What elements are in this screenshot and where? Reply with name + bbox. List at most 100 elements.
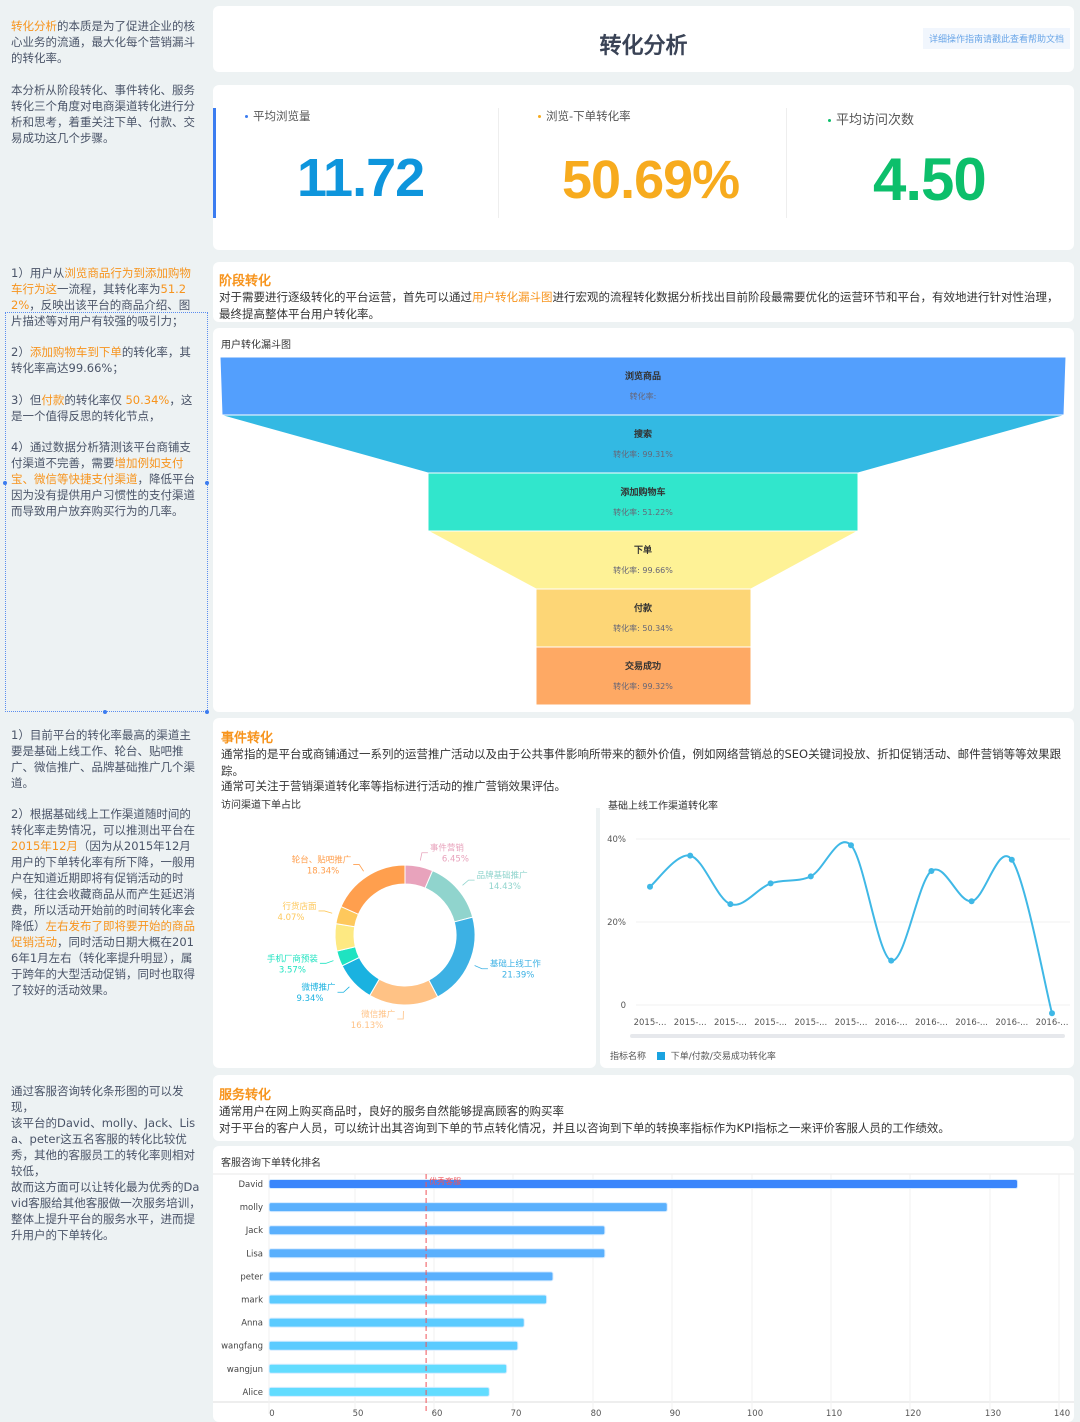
funnel-rate-label: 转化率: 50.34% bbox=[613, 623, 673, 633]
resize-handle[interactable] bbox=[205, 481, 209, 485]
resize-handle[interactable] bbox=[103, 710, 107, 714]
x-tick-label: 2015-... bbox=[714, 1018, 747, 1028]
section-text: 对于需要进行逐级转化的平台运营，首先可以通过用户转化漏斗图进行宏观的流程转化数据… bbox=[219, 289, 1068, 322]
pie-slice bbox=[424, 870, 474, 923]
bar bbox=[268, 1363, 508, 1374]
bullet-icon bbox=[828, 119, 831, 122]
funnel-rate-label: 转化率: 99.66% bbox=[613, 565, 673, 575]
slice-name-label: 微博推广 bbox=[301, 982, 335, 993]
highlight-text: 付款 bbox=[41, 393, 65, 407]
funnel-stage-label: 添加购物车 bbox=[620, 486, 665, 498]
slice-percent-label: 4.07% bbox=[278, 913, 305, 923]
category-label: peter bbox=[240, 1272, 263, 1282]
page-title: 转化分析 bbox=[599, 34, 688, 59]
text-segment: ，这是一个值得反思的转化节点， bbox=[11, 393, 193, 423]
kpi-value-visits: 4.50 bbox=[873, 146, 987, 213]
accent-bar bbox=[213, 108, 216, 218]
note-stage-1: 1）用户从浏览商品行为到添加购物车行为这一流程，其转化率为51.22%，反映出该… bbox=[11, 265, 201, 329]
funnel-stage-label: 搜索 bbox=[634, 428, 652, 440]
category-label: David bbox=[238, 1180, 263, 1190]
pie-slice bbox=[428, 916, 476, 998]
highlight-text: 添加购物车到下单 bbox=[29, 345, 122, 359]
label-leader-line bbox=[337, 986, 350, 993]
x-tick-label: 2015-... bbox=[835, 1018, 868, 1028]
y-tick-label: 0 bbox=[621, 1001, 626, 1011]
header: 转化分析 详细操作指南请戳此查看帮助文档 bbox=[213, 6, 1074, 72]
section-text: 通常可关注于营销渠道转化率等指标进行活动的推广营销效果评估。 bbox=[221, 779, 566, 793]
horizontal-scrollbar[interactable] bbox=[630, 1034, 1065, 1038]
x-tick-label: 2016-... bbox=[1036, 1018, 1069, 1028]
highlight-text: 增加例如支付宝、微信等快捷支付渠道 bbox=[11, 456, 184, 486]
chart-title: 用户转化漏斗图 bbox=[221, 340, 291, 351]
note-stage-4: 4）通过数据分析猜测该平台商铺支付渠道不完善，需要增加例如支付宝、微信等快捷支付… bbox=[11, 439, 201, 519]
x-tick-label: 0 bbox=[269, 1409, 274, 1419]
slice-percent-label: 3.57% bbox=[279, 965, 306, 975]
highlight-text: 转化分析 bbox=[11, 19, 57, 33]
x-tick-label: 60 bbox=[432, 1409, 443, 1419]
funnel-stage-label: 付款 bbox=[634, 602, 653, 614]
slice-name-label: 基础上线工作 bbox=[490, 959, 542, 970]
label-leader-line bbox=[397, 1010, 404, 1020]
pie-slice bbox=[369, 978, 439, 1006]
funnel-segment bbox=[535, 588, 752, 648]
divider bbox=[498, 108, 499, 218]
bar bbox=[268, 1271, 554, 1282]
x-tick-label: 50 bbox=[353, 1409, 364, 1419]
section-text: 通常用户在网上购买商品时，良好的服务自然能够提高顾客的购买率 bbox=[219, 1104, 564, 1118]
data-point bbox=[848, 842, 854, 849]
kpi-value-conversion: 50.69% bbox=[562, 150, 740, 210]
legend-swatch-icon[interactable] bbox=[656, 1052, 665, 1060]
note-stage-3: 3）但付款的转化率仅 50.34%，这是一个值得反思的转化节点， bbox=[11, 392, 201, 424]
x-tick-label: 110 bbox=[826, 1409, 842, 1419]
note-event-2: 2）根据基础线上工作渠道随时间的转化率走势情况，可以推测出平台在 2015年12月… bbox=[11, 806, 201, 998]
section-title: 服务转化 bbox=[219, 1088, 272, 1103]
data-point bbox=[647, 883, 653, 890]
x-tick-label: 2016-... bbox=[995, 1018, 1028, 1028]
highlight-text: 51.22% bbox=[11, 282, 187, 312]
funnel-stage-label: 下单 bbox=[634, 544, 652, 556]
label-leader-line bbox=[353, 864, 364, 872]
x-tick-label: 80 bbox=[591, 1409, 602, 1419]
x-tick-label: 2016-... bbox=[955, 1018, 988, 1028]
data-point bbox=[888, 957, 895, 964]
text-segment: 2） bbox=[11, 345, 30, 359]
pie-slice bbox=[340, 864, 406, 915]
x-tick-label: 2016-... bbox=[915, 1018, 948, 1028]
funnel-rate-label: 转化率: 99.31% bbox=[613, 449, 673, 459]
funnel-segment bbox=[219, 356, 1067, 416]
funnel-card: 用户转化漏斗图 浏览商品 转化率: 搜索 转化率: 99.31% 添加购物车 转化率: 5… bbox=[213, 328, 1074, 712]
category-label: molly bbox=[240, 1203, 263, 1213]
label-leader-line bbox=[419, 852, 428, 861]
slice-name-label: 品牌基础推广 bbox=[477, 870, 528, 881]
note-event-1: 1）目前平台的转化率最高的渠道主要是基础上线工作、轮台、贴吧推广、微信推广、品牌… bbox=[11, 727, 201, 791]
x-tick-label: 90 bbox=[670, 1409, 681, 1419]
slice-name-label: 行货店面 bbox=[283, 901, 318, 912]
legend-title: 指标名称 bbox=[610, 1052, 647, 1062]
text-segment: 的转化率仅 bbox=[64, 393, 126, 407]
x-tick-label: 2015-... bbox=[634, 1018, 667, 1028]
data-point bbox=[767, 880, 774, 887]
highlight-text: 用户转化漏斗图 bbox=[472, 290, 553, 304]
bar bbox=[268, 1294, 548, 1305]
bullet-icon bbox=[538, 115, 541, 118]
section-title: 阶段转化 bbox=[219, 274, 272, 289]
highlight-text: 浏览商品行为到添加购物车行为这 bbox=[11, 266, 191, 296]
bar-chart: 0 50 60 70 80 90 100 110 120 130 140 David molly Jack… bbox=[213, 1173, 1074, 1419]
resize-handle[interactable] bbox=[205, 710, 209, 714]
category-label: wangfang bbox=[221, 1342, 263, 1352]
chart-title: 客服咨询下单转化排名 bbox=[221, 1158, 321, 1169]
data-point bbox=[1008, 856, 1015, 863]
y-tick-label: 40% bbox=[607, 835, 626, 845]
line-chart: 0 20% 40% 2015-... 2015-... 2015-... 2015-... 2… bbox=[607, 835, 1070, 1038]
slice-percent-label: 16.13% bbox=[351, 1021, 383, 1031]
x-tick-label: 140 bbox=[1054, 1409, 1070, 1419]
resize-handle[interactable] bbox=[3, 481, 7, 485]
legend-item[interactable]: 下单/付款/交易成功转化率 bbox=[670, 1052, 776, 1062]
text-segment: 1）目前平台的转化率最高的渠道主要是基础上线工作、轮台、贴吧推广、微信推广、品牌… bbox=[11, 728, 195, 790]
category-label: Jack bbox=[245, 1226, 263, 1236]
event-section: 事件转化 通常指的是平台或商铺通过一系列的运营推广活动以及由于公共事件影响所带来… bbox=[213, 718, 1074, 808]
funnel-stage-label: 浏览商品 bbox=[625, 370, 661, 382]
help-doc-link[interactable]: 详细操作指南请戳此查看帮助文档 bbox=[922, 28, 1070, 49]
y-tick-label: 20% bbox=[607, 918, 626, 928]
